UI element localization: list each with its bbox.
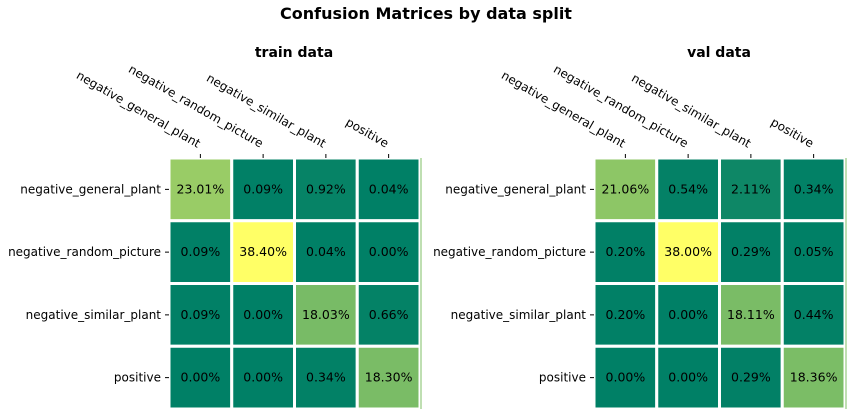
val-cell-label-0-1: 0.54% [668, 181, 708, 196]
train-cell-label-1-0: 0.09% [181, 244, 221, 259]
train-cell-label-3-2: 0.34% [306, 370, 346, 385]
train-cell-label-2-1: 0.00% [243, 307, 283, 322]
val-cell-label-0-3: 0.34% [794, 181, 834, 196]
val-cell-label-3-3: 18.36% [790, 370, 838, 385]
train-cell-3-0 [167, 344, 234, 411]
val-cell-label-3-2: 0.29% [731, 370, 771, 385]
val-cell-label-3-0: 0.00% [606, 370, 646, 385]
val-cell-label-0-2: 2.11% [731, 181, 771, 196]
val-cell-2-3 [780, 282, 847, 348]
train-cell-label-0-3: 0.04% [369, 181, 409, 196]
train-cell-1-3 [355, 219, 422, 285]
train-cell-label-3-3: 18.30% [365, 370, 413, 385]
val-heatmap-title: val data [687, 45, 751, 61]
train-y-tick-label-1: negative_random_picture [8, 245, 161, 259]
val-cell-label-2-0: 0.20% [606, 307, 646, 322]
val-heatmap: val data 21.06% 0.54% 2.11% 0.34% 0.20% 38.00… [433, 45, 847, 411]
train-cell-label-3-1: 0.00% [243, 370, 283, 385]
val-cell-label-2-3: 0.44% [794, 307, 834, 322]
train-cell-label-2-3: 0.66% [369, 307, 409, 322]
val-cell-label-3-1: 0.00% [668, 370, 708, 385]
val-cell-2-2 [718, 282, 784, 348]
train-y-tick-label-0: negative_general_plant [20, 182, 161, 196]
train-cell-3-3 [355, 344, 422, 411]
train-x-tick-label-3: positive [343, 115, 391, 151]
train-cell-label-2-2: 18.03% [302, 307, 350, 322]
train-x-tick-label-2: negative_similar_plant [204, 71, 328, 151]
val-cell-1-2 [718, 219, 784, 285]
val-cell-0-2 [718, 156, 784, 223]
train-cell-2-3 [355, 282, 422, 348]
train-cell-label-0-1: 0.09% [243, 181, 283, 196]
val-cell-3-3 [780, 344, 847, 411]
val-cell-3-0 [592, 344, 659, 411]
val-y-tick-label-3: positive [539, 371, 586, 385]
val-cell-label-2-1: 0.00% [668, 307, 708, 322]
val-y-tick-label-2: negative_similar_plant [451, 308, 587, 322]
val-y-tick-label-1: negative_random_picture [433, 245, 586, 259]
val-cell-label-0-0: 21.06% [602, 181, 650, 196]
train-cell-label-1-1: 38.40% [239, 244, 287, 259]
val-cell-1-3 [780, 219, 847, 285]
val-cell-1-0 [592, 219, 659, 285]
train-heatmap: train data 23.01% 0.09% 0.92% 0.04% 0.09% 38.… [8, 45, 422, 411]
val-cell-label-2-2: 18.11% [727, 307, 775, 322]
val-y-tick-label-0: negative_general_plant [445, 182, 586, 196]
val-cell-label-1-1: 38.00% [664, 244, 712, 259]
val-cell-3-1 [655, 344, 721, 411]
train-cell-2-1 [230, 282, 296, 348]
val-x-tick-label-2: negative_similar_plant [629, 71, 753, 151]
train-heatmap-title: train data [255, 45, 333, 61]
val-cell-label-1-0: 0.20% [606, 244, 646, 259]
train-cell-0-3 [355, 156, 422, 223]
train-cell-label-3-0: 0.00% [181, 370, 221, 385]
val-cell-label-1-2: 0.29% [731, 244, 771, 259]
train-cell-3-1 [230, 344, 296, 411]
figure-title: Confusion Matrices by data split [280, 4, 572, 23]
train-cell-label-2-0: 0.09% [181, 307, 221, 322]
train-cell-label-1-3: 0.00% [369, 244, 409, 259]
val-x-tick-label-3: positive [768, 115, 816, 151]
train-cell-label-0-0: 23.01% [177, 181, 225, 196]
train-y-tick-label-2: negative_similar_plant [26, 308, 162, 322]
train-y-tick-label-3: positive [114, 371, 161, 385]
train-cell-label-1-2: 0.04% [306, 244, 346, 259]
train-cell-label-0-2: 0.92% [306, 181, 346, 196]
val-cell-label-1-3: 0.05% [794, 244, 834, 259]
